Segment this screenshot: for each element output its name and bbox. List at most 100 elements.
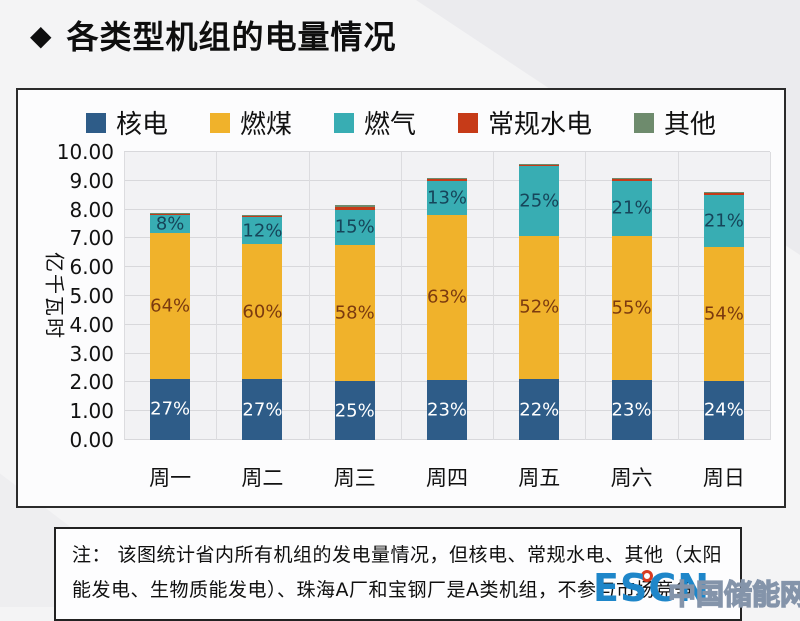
bar-segment [519,164,560,167]
legend-label: 常规水电 [488,110,593,140]
y-tick-label: 3.00 [69,341,114,366]
bar-segment [519,379,560,440]
bar-segment [703,194,744,248]
legend-item: 常规水电 [458,104,592,141]
bar-segment [703,247,744,381]
bar-percent-label: 12% [242,220,283,242]
y-axis-ticks: 0.00 1.00 2.00 3.00 4.00 5.00 6.00 7.00 8.00 9.00… [18,140,114,452]
bar-segment [334,207,375,210]
bar-segment [150,214,191,233]
bar-percent-label: 13% [426,187,468,209]
y-tick-label: 7.00 [69,226,114,251]
bar-segment [334,209,375,246]
bar-segment [334,381,375,440]
bar-segment [611,180,652,236]
legend-swatch-icon [458,112,478,133]
v-gridline [493,152,495,440]
bar-segment [427,180,467,215]
legend-label: 核电 [115,110,168,140]
x-axis-category-label: 周三 [333,466,376,490]
bar-segment [611,235,652,380]
bar-segment [703,192,744,194]
bar-percent-label: 58% [334,302,375,324]
y-tick-label: 9.00 [69,168,114,193]
bar-segment [611,379,652,440]
watermark-escn: ESCN [593,566,711,610]
y-tick-label: 2.00 [69,370,114,395]
x-axis-category-label: 周六 [610,466,653,490]
bar-percent-label: 23% [611,399,652,421]
legend-item: 核电 [85,104,168,141]
bar-percent-label: 23% [426,399,468,421]
bar-segment [334,245,375,382]
chart-legend: 核电 燃煤 燃气 常规水电 其他 [18,104,784,141]
bar-percent-label: 8% [155,213,185,235]
x-axis-category-label: 周二 [241,466,284,490]
bar-segment [519,163,560,165]
legend-label: 燃气 [363,110,416,140]
y-axis-title: 亿千瓦时 [42,252,67,340]
bar-segment [242,216,283,218]
legend-item: 燃煤 [209,104,292,141]
bar-segment [150,378,191,440]
bar-segment [427,379,467,440]
bar-segment [611,177,652,180]
bar-segment [519,166,560,236]
bar-segment [427,179,467,181]
x-axis-category-label: 周四 [426,466,468,490]
bar-percent-label: 60% [242,301,283,323]
chart-panel: 核电 燃煤 燃气 常规水电 其他 0.00 1.00 2.00 3.00 4.00 5.00 6.0… [16,88,786,508]
bar-percent-label: 54% [703,303,744,325]
y-tick-label: 6.00 [69,255,114,280]
bar-segment [427,177,467,180]
footnote-text: 注： 该图统计省内所有机组的发电量情况，但核电、常规水电、其他（太阳能发电、生物… [72,544,723,601]
v-gridline [770,152,771,440]
bar-percent-label: 55% [611,297,652,319]
bar-segment [703,380,744,440]
bar-segment [150,232,191,379]
bar-percent-label: 52% [519,296,560,318]
bar-segment [242,244,283,380]
bar-segment [242,379,283,440]
plot-area: 27% 64% 8% 27% 60% 12% 25% 58% 15% 23% 63% 13% 22% 52… [124,151,771,440]
y-tick-label: 8.00 [69,197,114,222]
v-gridline [216,152,218,440]
watermark-site-name: 中国储能网 [667,577,800,611]
bar-percent-label: 24% [703,399,744,421]
v-gridline [677,152,679,440]
page-title: ◆ 各类型机组的电量情况 [30,12,397,58]
x-axis-category-label: 周一 [149,466,192,490]
bar-segment [334,205,375,208]
bar-percent-label: 64% [150,295,191,317]
bar-segment [242,215,283,217]
watermark-dot-icon [641,570,653,582]
v-gridline [124,152,125,440]
y-tick-label: 10.00 [56,140,114,164]
legend-swatch-icon [634,112,655,133]
legend-swatch-icon [85,112,106,133]
bar-segment [427,214,467,380]
bar-segment [150,213,191,215]
bar-percent-label: 27% [242,399,283,421]
bar-percent-label: 25% [334,400,375,422]
bar-percent-label: 25% [519,190,560,212]
legend-item: 燃气 [333,104,416,141]
diamond-bullet-icon: ◆ [30,18,53,52]
legend-label: 其他 [664,110,717,140]
legend-label: 燃煤 [239,110,292,140]
x-axis-category-label: 周五 [518,466,561,490]
bar-percent-label: 21% [703,210,744,232]
y-tick-label: 5.00 [69,284,114,308]
x-axis-category-label: 周日 [702,466,745,490]
bar-percent-label: 15% [334,216,375,238]
bar-segment [519,235,560,380]
y-tick-label: 1.00 [69,399,114,424]
legend-item: 其他 [634,104,716,141]
v-gridline [400,152,402,440]
bar-segment [611,179,652,181]
bar-percent-label: 21% [611,197,652,219]
legend-swatch-icon [333,112,354,133]
bar-segment [242,217,283,245]
y-tick-label: 4.00 [69,312,114,337]
y-tick-label: 0.00 [69,428,114,452]
